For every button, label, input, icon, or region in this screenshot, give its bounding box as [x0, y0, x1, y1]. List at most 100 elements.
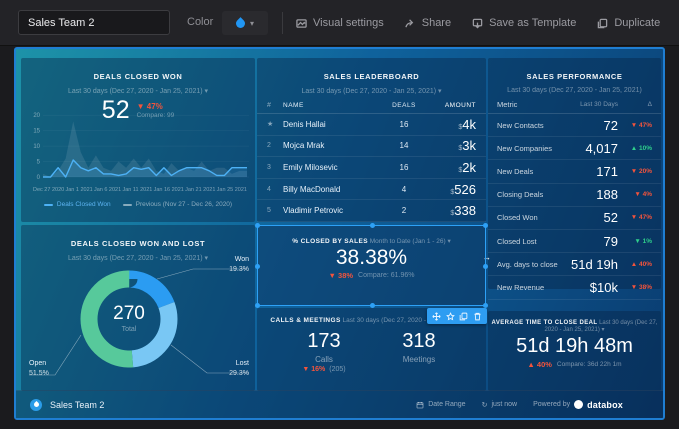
save-as-template-button[interactable]: Save as Template [472, 17, 576, 29]
resize-handle-e[interactable] [483, 263, 488, 269]
resize-handle-w[interactable] [255, 263, 260, 269]
databox-logo-icon [574, 400, 584, 409]
chevron-down-icon: ▾ [438, 88, 442, 95]
board-name-input[interactable] [18, 10, 170, 35]
slice-label-open: Open 51.5% [29, 359, 49, 379]
resize-handle-se[interactable] [483, 303, 488, 308]
date-range-button[interactable]: Date Range [416, 401, 466, 409]
resize-handle-n[interactable] [369, 223, 375, 228]
salesperson-name: Billy MacDonald [283, 184, 341, 194]
metric-name: Closed Lost [497, 236, 537, 246]
leaderboard-row[interactable]: 2 Mojca Mrak 14 $3k [257, 136, 486, 158]
widget-title: AVERAGE TIME TO CLOSE DEAL [491, 320, 598, 326]
svg-text:20: 20 [33, 113, 40, 119]
visual-settings-label: Visual settings [313, 17, 384, 29]
widget-sales-performance[interactable]: SALES PERFORMANCE Last 30 days (Dec 27, … [488, 58, 661, 300]
slice-name: Won [234, 256, 249, 263]
deals-chart-xticks: Dec 27 2020 Jan 1 2021 Jan 6 2021 Jan 11 20… [33, 187, 247, 193]
refresh-label: just now [491, 401, 518, 408]
resize-handle-ne[interactable] [483, 223, 488, 228]
currency-symbol: $ [458, 123, 463, 131]
metric-delta: ▼ 4% [634, 191, 652, 199]
leaderboard-row[interactable]: 3 Emily Milosevic 16 $2k [257, 157, 486, 179]
performance-row[interactable]: Closed Lost 79 ▼ 1% [488, 230, 661, 254]
performance-row[interactable]: New Deals 171 ▼ 20% [488, 160, 661, 184]
leaderboard-row[interactable]: ★ Denis Hallai 16 $4k [257, 114, 486, 136]
date-range-text: Month to Date (Jan 1 - 26) [369, 238, 446, 245]
performance-row[interactable]: Avg. days to close 51d 19h ▲ 40% [488, 253, 661, 277]
chevron-down-icon: ▾ [249, 18, 254, 28]
star-icon[interactable] [445, 311, 455, 321]
deals-count: 2 [401, 206, 407, 216]
amount-value: 2k [462, 159, 476, 175]
resize-handle-sw[interactable] [255, 303, 260, 308]
widget-avg-time-to-close[interactable]: AVERAGE TIME TO CLOSE DEAL Last 30 days … [488, 311, 661, 391]
copy-icon[interactable] [459, 312, 468, 321]
refresh-button[interactable]: ↻ just now [482, 401, 518, 409]
x-tick: Jan 11 2021 [122, 187, 153, 193]
col-amount: AMOUNT [444, 102, 476, 109]
toolbar-divider [282, 12, 283, 34]
date-range-text: Last 30 days (Dec 27, 2020 - Jan 25, 202… [544, 320, 658, 333]
performance-row[interactable]: Closing Deals 188 ▼ 4% [488, 184, 661, 207]
color-picker-button[interactable]: ▾ [222, 11, 268, 35]
widget-calls-meetings[interactable]: CALLS & MEETINGS Last 30 days (Dec 27, 2… [257, 308, 486, 391]
leaderboard-header: # NAME DEALS AMOUNT [257, 102, 486, 114]
legend-item-current: Deals Closed Won [43, 201, 111, 208]
legend-item-previous: Previous (Nov 27 - Dec 26, 2020) [122, 201, 232, 208]
widget-sales-leaderboard[interactable]: SALES LEADERBOARD Last 30 days (Dec 27, … [257, 58, 486, 222]
powered-by-label: Powered by [533, 401, 571, 408]
resize-handle-nw[interactable] [255, 223, 260, 228]
performance-row[interactable]: Closed Won 52 ▼ 47% [488, 207, 661, 230]
rank-badge: 5 [267, 207, 271, 215]
performance-row[interactable]: New Revenue $10k ▼ 38% [488, 276, 661, 300]
metric-value: 52 [603, 210, 618, 226]
metric-value: 72 [603, 117, 618, 133]
share-label: Share [421, 17, 452, 29]
databox-brand: databox [574, 400, 623, 410]
performance-row[interactable]: New Contacts 72 ▼ 47% [488, 114, 661, 138]
metric-delta: ▼ 47% [630, 121, 652, 129]
date-range-dropdown[interactable]: Last 30 days (Dec 27, 2020 - Jan 25, 202… [544, 320, 657, 333]
dashboard-footer: Sales Team 2 Date Range ↻ just now Power… [16, 390, 663, 418]
leaderboard-row[interactable]: 5 Vladimir Petrovic 2 $338 [257, 200, 486, 222]
date-range-dropdown[interactable]: Last 30 days (Dec 27, 2020 - Jan 25, 202… [21, 254, 255, 262]
slice-label-lost: Lost 29.3% [229, 359, 249, 379]
share-button[interactable]: Share [405, 17, 451, 29]
date-range-dropdown[interactable]: Month to Date (Jan 1 - 26) ▾ [370, 238, 451, 245]
performance-row[interactable]: New Companies 4,017 ▲ 10% [488, 137, 661, 161]
x-tick: Jan 1 2021 [65, 187, 93, 193]
col-delta: Δ [647, 101, 652, 108]
widget-deals-closed-won[interactable]: DEALS CLOSED WON Last 30 days (Dec 27, 2… [21, 58, 255, 222]
widget-deals-won-lost[interactable]: DEALS CLOSED WON AND LOST Last 30 days (… [21, 225, 255, 391]
metric-value: 79 [603, 233, 618, 249]
deals-count: 16 [399, 119, 409, 129]
resize-handle-icon[interactable]: ↔ [482, 252, 491, 262]
date-range-dropdown[interactable]: Last 30 days (Dec 27, 2020 - Jan 25, 202… [21, 87, 255, 95]
visual-settings-button[interactable]: Visual settings [296, 17, 384, 29]
trash-icon[interactable] [473, 312, 482, 321]
resize-handle-s[interactable] [369, 303, 375, 308]
deal-amount: $338 [426, 203, 476, 218]
metric-delta: ▲ 40% [527, 360, 552, 369]
leaderboard-row[interactable]: 4 Billy MacDonald 4 $526 [257, 179, 486, 201]
date-range-dropdown[interactable]: Last 30 days (Dec 27, 2020 - Jan 25, 202… [488, 87, 661, 94]
metric-compare: Compare: 99 [136, 112, 175, 119]
databox-wordmark: databox [587, 399, 623, 410]
metric-name: New Companies [497, 143, 553, 153]
move-icon[interactable] [432, 311, 441, 321]
metric-delta: ▲ 40% [630, 260, 652, 268]
dashboard-canvas[interactable]: DEALS CLOSED WON Last 30 days (Dec 27, 2… [14, 47, 665, 420]
date-range-text: Last 30 days (Dec 27, 2020 - Jan 25, 202… [301, 88, 437, 95]
meetings-label: Meetings [402, 355, 436, 364]
x-tick: Jan 21 2021 [185, 187, 216, 193]
duplicate-button[interactable]: Duplicate [597, 17, 660, 29]
powered-by[interactable]: Powered by databox [533, 400, 623, 410]
date-range-dropdown[interactable]: Last 30 days (Dec 27, 2020 - Jan 25, 202… [257, 87, 486, 95]
salesperson-name: Mojca Mrak [283, 141, 325, 151]
metric-delta: ▼ 38% [328, 271, 354, 280]
metric-value: 52 [101, 96, 130, 124]
color-label: Color [187, 16, 214, 28]
widget-closed-by-sales-selected[interactable]: % CLOSED BY SALES Month to Date (Jan 1 -… [255, 223, 488, 324]
col-metric: Metric [497, 100, 518, 109]
